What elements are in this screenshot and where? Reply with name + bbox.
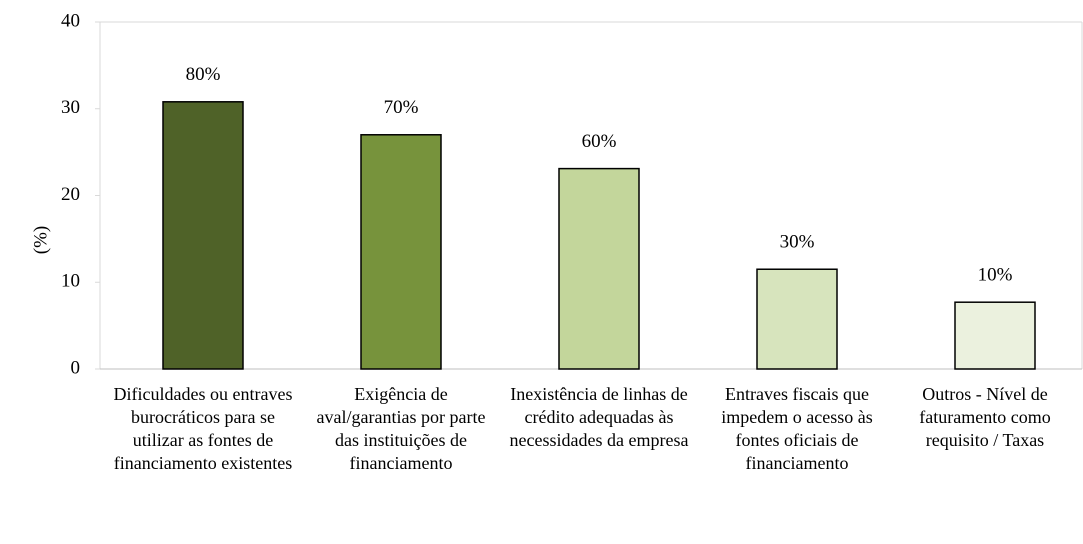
y-tick-label: 40 [61, 10, 80, 31]
bar-annotation: 70% [384, 97, 419, 118]
x-tick-label: Entraves fiscais que impedem o acesso às… [721, 384, 873, 473]
y-tick-label: 0 [71, 357, 81, 378]
x-tick-label: Exigência de aval/garantias por parte da… [316, 384, 486, 473]
bar-annotation: 60% [582, 131, 617, 152]
bar [162, 101, 244, 370]
x-tick-label: Outros - Nível de faturamento como requi… [919, 384, 1051, 450]
x-tick-label: Dificuldades ou entraves burocráticos pa… [113, 384, 293, 473]
bar-annotation: 30% [780, 232, 815, 253]
bar [360, 134, 442, 370]
bar-annotation: 80% [186, 64, 221, 85]
bar [954, 301, 1036, 370]
bar [756, 268, 838, 370]
bar [558, 167, 640, 370]
y-axis-label: (%) [30, 226, 51, 254]
bar-annotation: 10% [978, 265, 1013, 286]
x-tick-label: Inexistência de linhas de crédito adequa… [509, 384, 689, 450]
y-tick-label: 10 [61, 271, 80, 292]
y-tick-label: 20 [61, 184, 80, 205]
y-tick-label: 30 [61, 97, 80, 118]
